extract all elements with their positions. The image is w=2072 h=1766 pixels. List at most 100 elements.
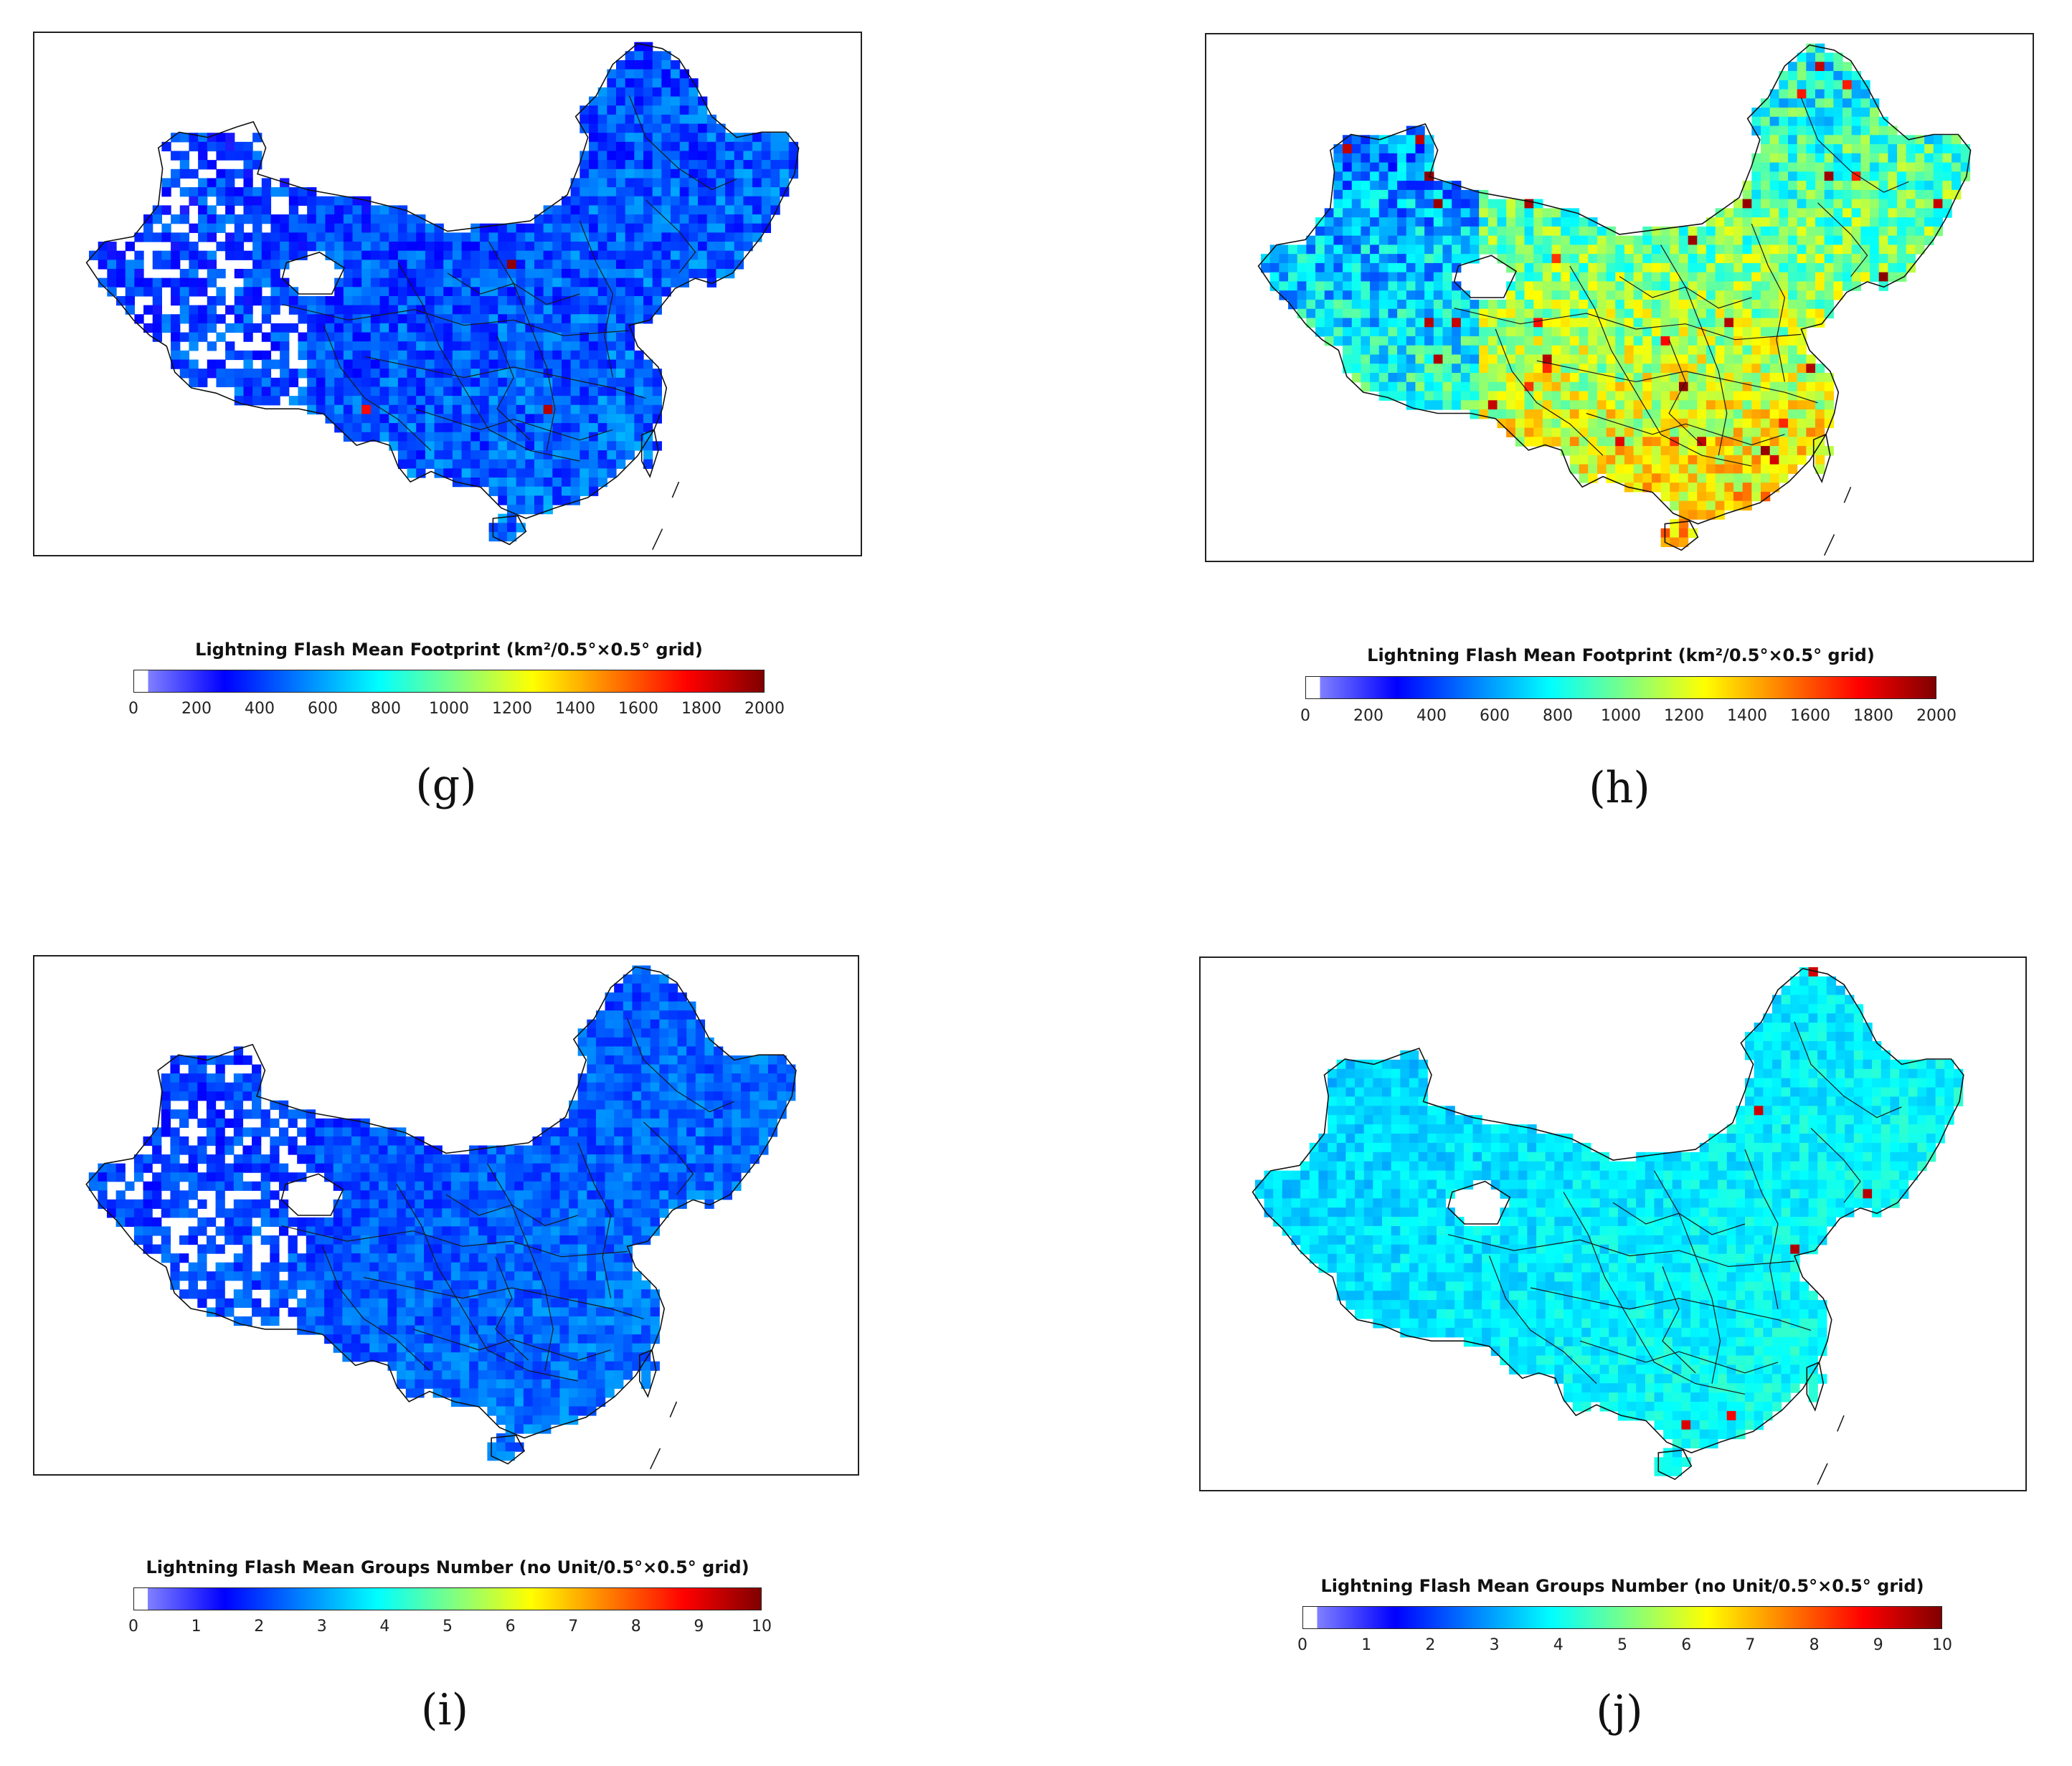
grid-cell [115, 1208, 126, 1218]
grid-cell [1870, 254, 1880, 264]
grid-cell [607, 404, 617, 415]
grid-cell [716, 232, 726, 242]
grid-cell [780, 160, 790, 170]
grid-cell [1779, 391, 1789, 401]
grid-cell [1533, 364, 1543, 374]
grid-cell [1551, 391, 1561, 401]
province-boundary [1751, 223, 1786, 382]
grid-cell [623, 1100, 633, 1110]
grid-cell [725, 223, 735, 233]
grid-cell [514, 1181, 524, 1191]
grid-cell [1487, 235, 1498, 246]
grid-cell [161, 1235, 171, 1245]
grid-cell [677, 1136, 687, 1147]
grid-cell [171, 178, 181, 188]
grid-cell [298, 242, 308, 252]
grid-cell [351, 1154, 361, 1164]
grid-cell [614, 1082, 624, 1092]
grid-cell [1742, 262, 1752, 273]
grid-cell [1442, 318, 1452, 328]
grid-cell [1815, 235, 1825, 246]
grid-cell [706, 268, 716, 279]
grid-cell [570, 277, 580, 288]
grid-cell [616, 141, 626, 152]
grid-cell [668, 1136, 678, 1147]
grid-cell [552, 468, 562, 478]
grid-cell [634, 432, 644, 442]
grid-cell [1524, 437, 1534, 447]
grid-cell [261, 268, 272, 279]
grid-cell [379, 305, 389, 315]
grid-cell [434, 287, 444, 297]
grid-cell [1569, 373, 1580, 383]
country-outline [1453, 255, 1518, 298]
grid-cell [1806, 98, 1816, 108]
grid-cell [297, 1109, 307, 1119]
grid-cell [607, 359, 617, 369]
grid-cell [470, 260, 481, 270]
grid-cell [588, 441, 599, 451]
grid-cell [496, 1154, 506, 1164]
grid-cell [761, 196, 772, 206]
grid-cell [170, 1199, 180, 1209]
grid-cell [252, 1127, 262, 1137]
grid-cell [352, 268, 362, 279]
grid-cell [1561, 418, 1571, 429]
grid-cell [1588, 400, 1598, 410]
grid-cell [577, 1109, 587, 1119]
grid-cell [325, 205, 335, 215]
grid-cell [416, 350, 426, 361]
grid-cell [425, 432, 435, 442]
grid-cell [1615, 327, 1625, 337]
grid-cell [461, 314, 471, 324]
grid-cell [334, 369, 344, 379]
grid-cell [1542, 381, 1553, 392]
grid-cell [215, 1136, 225, 1147]
grid-cell [677, 1037, 687, 1048]
grid-cell [343, 223, 354, 233]
grid-cell [1660, 364, 1670, 374]
grid-cell [1324, 299, 1335, 310]
grid-cell [689, 178, 699, 188]
grid-cell [1596, 427, 1607, 437]
grid-cell [1370, 153, 1380, 163]
grid-cell [125, 277, 135, 288]
grid-cell [1596, 299, 1607, 310]
grid-cell [1569, 226, 1580, 237]
grid-cell [1633, 281, 1643, 291]
grid-cell [171, 314, 181, 324]
grid-cell [1842, 189, 1853, 200]
grid-cell [125, 287, 135, 297]
grid-cell [1715, 262, 1725, 273]
grid-cell [1788, 217, 1798, 227]
grid-cell [1442, 327, 1452, 337]
grid-cell [1660, 418, 1670, 429]
grid-cell [616, 151, 626, 161]
grid-cell [233, 1055, 244, 1065]
grid-cell [379, 295, 389, 306]
grid-cell [288, 369, 299, 379]
grid-cell [415, 1208, 425, 1218]
grid-cell [525, 450, 535, 460]
grid-cell [1561, 391, 1571, 401]
grid-cell [1670, 473, 1680, 483]
grid-cell [425, 341, 435, 351]
grid-cell [679, 223, 689, 233]
grid-cell [270, 242, 280, 252]
grid-cell [1633, 400, 1643, 410]
grid-cell [324, 1226, 334, 1236]
grid-cell [587, 1055, 597, 1065]
grid-cell [98, 242, 108, 252]
grid-cell [1442, 217, 1452, 227]
grid-cell [469, 1235, 479, 1245]
grid-cell [470, 305, 481, 315]
grid-cell [1697, 446, 1707, 456]
grid-cell [243, 250, 253, 260]
grid-cell [1606, 318, 1616, 328]
grid-cell [1388, 354, 1398, 364]
grid-cell [1624, 272, 1635, 283]
grid-cell [1442, 290, 1452, 300]
grid-cell [587, 1127, 597, 1137]
grid-cell [652, 114, 662, 125]
grid-cell [1715, 381, 1725, 392]
